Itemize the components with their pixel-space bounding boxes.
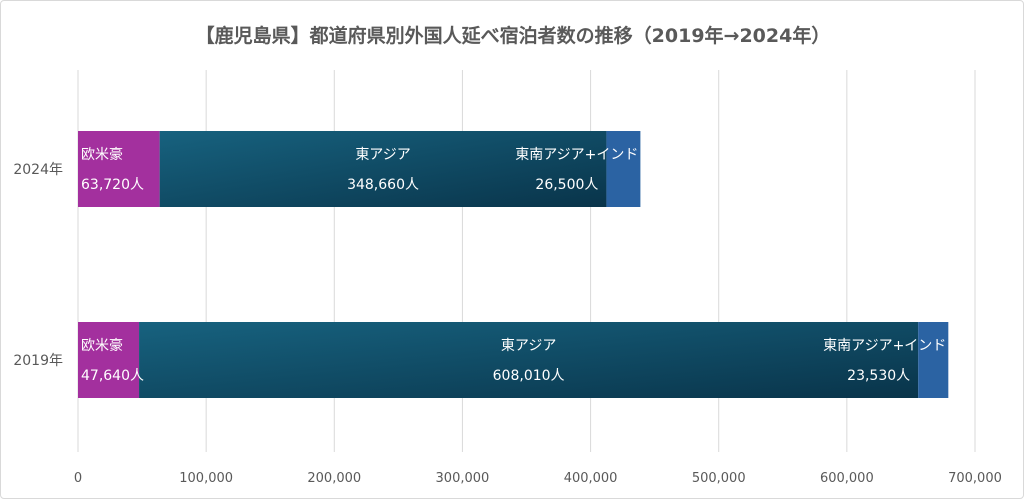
x-tick-label: 600,000: [820, 471, 874, 486]
bar-segment: [606, 131, 641, 207]
data-label: 26,500人: [535, 177, 598, 193]
series-name-label: 東南アジア+インド: [515, 147, 638, 163]
axis-labels: 0 100,000 200,000 300,000 400,000 500,000 600,…: [13, 162, 1002, 486]
data-label: 348,660人: [347, 177, 419, 193]
x-tick-label: 500,000: [692, 471, 746, 486]
data-label: 23,530人: [847, 368, 910, 384]
data-label: 63,720人: [81, 177, 144, 193]
series-name-label: 欧米豪: [81, 338, 123, 354]
data-label: 47,640人: [81, 368, 144, 384]
series-name-label: 東南アジア+インド: [823, 338, 946, 354]
bar-segment: [78, 322, 140, 398]
series-name-label: 欧米豪: [81, 147, 123, 163]
x-tick-label: 700,000: [948, 471, 1002, 486]
data-label: 608,010人: [493, 368, 565, 384]
x-tick-label: 0: [74, 471, 82, 486]
x-tick-label: 400,000: [564, 471, 618, 486]
chart-title: 【鹿児島県】都道府県別外国人延べ宿泊者数の推移（2019年→2024年）: [195, 25, 831, 47]
bar-segment: [78, 131, 160, 207]
bar-segment: [918, 322, 949, 398]
series-name-label: 東アジア: [355, 147, 410, 163]
category-label: 2019年: [13, 353, 63, 369]
bar-segment: [159, 131, 607, 207]
series-name-label: 東アジア: [501, 338, 556, 354]
bar-segment: [139, 322, 919, 398]
x-tick-label: 300,000: [436, 471, 490, 486]
data-labels: 欧米豪63,720人東アジア348,660人東南アジア+インド26,500人欧米…: [81, 147, 946, 384]
x-tick-label: 100,000: [179, 471, 233, 486]
x-tick-label: 200,000: [307, 471, 361, 486]
category-label: 2024年: [13, 162, 63, 178]
bars: [78, 131, 949, 398]
